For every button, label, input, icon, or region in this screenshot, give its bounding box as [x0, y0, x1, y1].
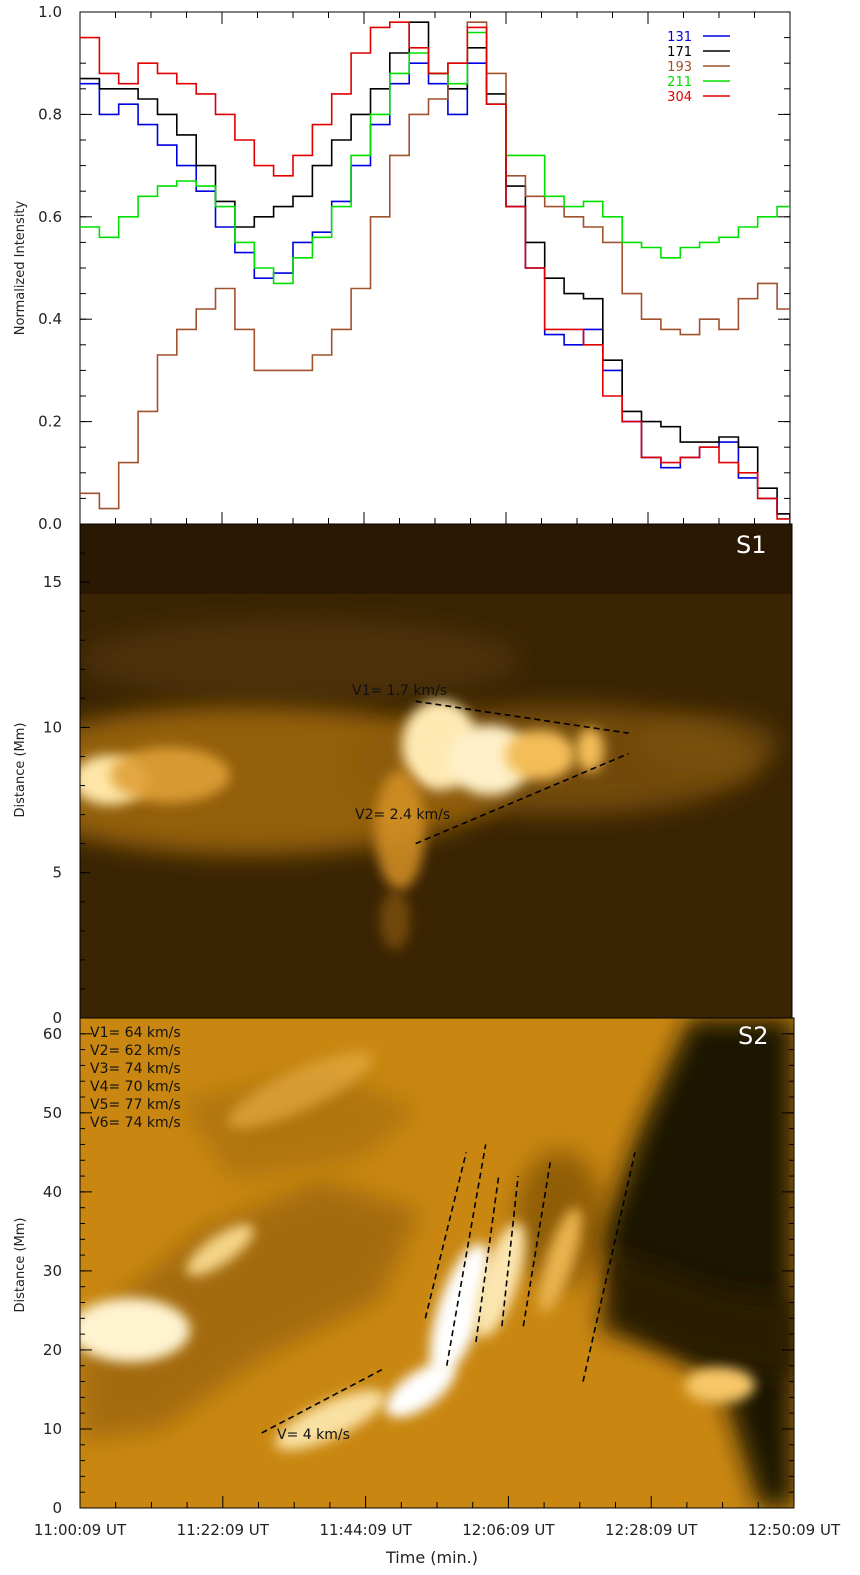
s1-y-axis-label: Distance (Mm)	[13, 723, 28, 818]
s1-image	[80, 524, 792, 1018]
light-curve-y-tick-label: 0.8	[38, 105, 62, 123]
s2-y-tick-label: 50	[43, 1104, 62, 1122]
light-curve-panel: 0.00.20.40.60.81.0 Normalized Intensity …	[13, 3, 791, 533]
s1-y-tick-label: 5	[52, 864, 62, 882]
s1-fit-lines	[415, 700, 629, 845]
velocity-v6: V6= 74 km/s	[90, 1115, 181, 1131]
light-curve-y-tick-labels: 0.0 0.2 0.4 0.6 0.8 1.0	[38, 3, 62, 533]
legend-label-304: 304	[667, 90, 692, 105]
velocity-v3: V3= 74 km/s	[90, 1061, 181, 1077]
velocity-v5: V5= 77 km/s	[90, 1097, 181, 1113]
s2-slow-annotation: V= 4 km/s	[277, 1427, 350, 1443]
time-tick-label: 11:44:09 UT	[319, 1521, 412, 1539]
s1-panel-label: S1	[736, 531, 767, 559]
time-axis-label: Time (min.)	[385, 1548, 478, 1567]
light-curve-y-tick-label: 0.4	[38, 310, 62, 328]
time-tick-label: 11:22:09 UT	[177, 1521, 270, 1539]
s2-y-tick-label: 60	[43, 1025, 62, 1043]
light-curve-series	[80, 21, 790, 524]
s1-y-tick-label: 10	[43, 718, 62, 736]
velocity-v4: V4= 70 km/s	[90, 1079, 181, 1095]
s2-y-axis-label: Distance (Mm)	[13, 1218, 28, 1313]
time-tick-label: 12:50:09 UT	[748, 1521, 841, 1539]
s2-fit-line-1	[424, 1152, 467, 1319]
s1-y-tick-labels: 0 5 10 15	[43, 573, 62, 1027]
s2-y-tick-label: 40	[43, 1183, 62, 1201]
series-line-304	[80, 21, 790, 524]
s2-y-tick-label: 30	[43, 1262, 62, 1280]
time-tick-label: 12:28:09 UT	[605, 1521, 698, 1539]
legend-label-131: 131	[667, 30, 692, 45]
s2-fit-line-3	[475, 1175, 500, 1343]
s2-fit-line-4	[501, 1175, 519, 1327]
legend-label-193: 193	[667, 60, 692, 75]
s2-y-tick-label: 10	[43, 1420, 62, 1438]
light-curve-y-tick-label: 1.0	[38, 3, 62, 21]
light-curve-y-axis-label: Normalized Intensity	[13, 200, 28, 335]
s2-velocity-list: V1= 64 km/s V2= 62 km/s V3= 74 km/s V4= …	[90, 1025, 181, 1131]
s2-panel: 0 10 20 30 40 50 60 11:00:09 UT 11:22:09 UT 11:4…	[13, 1017, 841, 1567]
legend-label-171: 171	[667, 45, 692, 60]
velocity-v1: V1= 64 km/s	[90, 1025, 181, 1041]
s1-fit-line-2	[415, 752, 629, 845]
light-curve-y-tick-label: 0.0	[38, 515, 62, 533]
light-curve-y-tick-label: 0.2	[38, 413, 62, 431]
time-tick-label: 11:00:09 UT	[34, 1521, 127, 1539]
s1-v2-annotation: V2= 2.4 km/s	[355, 807, 450, 823]
s2-y-tick-label: 20	[43, 1341, 62, 1359]
s2-fit-line-5	[522, 1160, 552, 1327]
s1-y-tick-label: 0	[52, 1009, 62, 1027]
time-axis-tick-labels: 11:00:09 UT 11:22:09 UT 11:44:09 UT 12:06:0…	[34, 1521, 841, 1539]
velocity-v2: V2= 62 km/s	[90, 1043, 181, 1059]
s2-fit-line-6	[582, 1152, 636, 1382]
legend-label-211: 211	[667, 75, 692, 90]
s2-y-tick-labels: 0 10 20 30 40 50 60	[43, 1025, 62, 1517]
s2-y-tick-label: 0	[52, 1499, 62, 1517]
s1-panel: 0 5 10 15 Distance (Mm) S1 V1= 1.7 km/s V2=…	[13, 523, 793, 1027]
s1-y-tick-label: 15	[43, 573, 62, 591]
s2-image	[80, 1018, 794, 1508]
s2-fit-line-7	[261, 1368, 383, 1434]
light-curve-y-tick-label: 0.6	[38, 208, 62, 226]
s2-panel-label: S2	[738, 1022, 769, 1050]
light-curve-frame	[79, 11, 791, 525]
s2-fit-line-2	[445, 1144, 487, 1366]
s1-v1-annotation: V1= 1.7 km/s	[352, 683, 447, 699]
time-tick-label: 12:06:09 UT	[462, 1521, 555, 1539]
s2-ticks	[79, 1017, 795, 1509]
s2-fit-lines	[261, 1144, 636, 1434]
s1-fit-line-1	[415, 700, 629, 735]
